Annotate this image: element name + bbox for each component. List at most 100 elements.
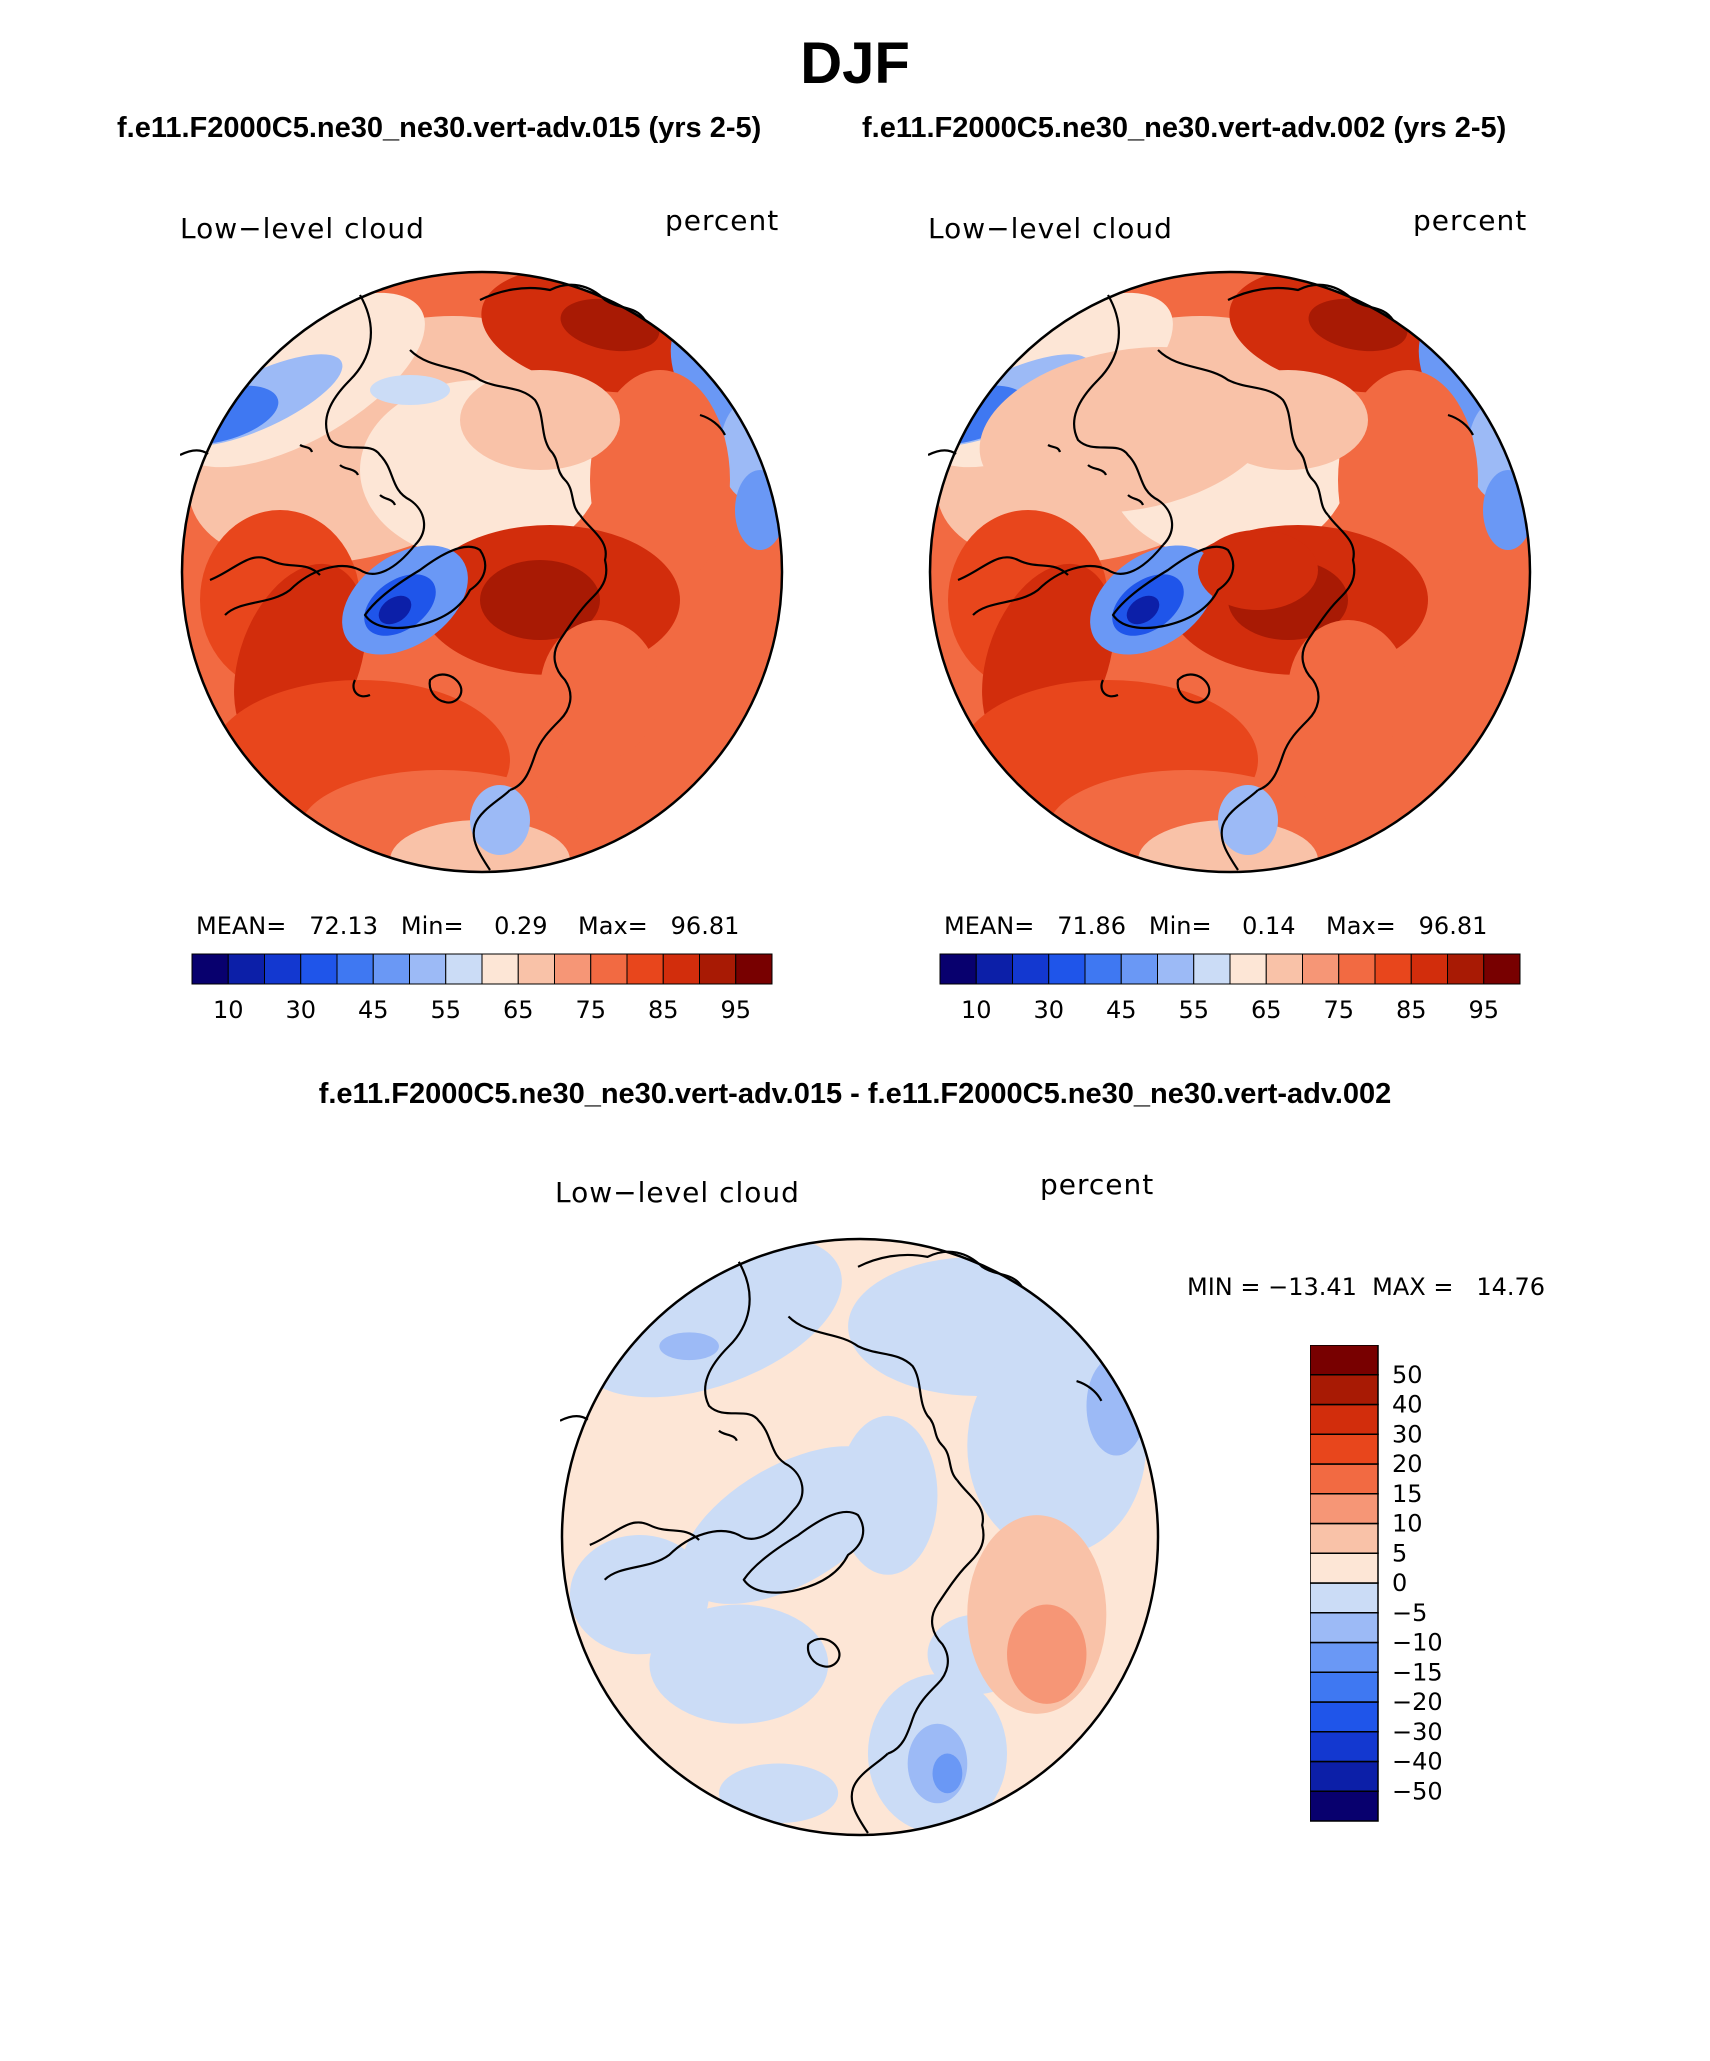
coastline [957,556,1069,582]
panel1-colorbar-swatch [300,953,338,985]
panel1-colorbar-swatch [590,953,628,985]
panel2-colorbar-swatch [1302,953,1340,985]
coastline [928,449,957,456]
field-region [378,595,412,625]
field-region [659,1332,719,1361]
coastline [699,413,726,436]
coastline [1073,294,1174,546]
panel2-variable-label: Low−level cloud [928,212,1173,245]
field-region [470,785,530,855]
panel1-colorbar-swatch [264,953,302,985]
difference-colorbar-swatch [1310,1790,1379,1822]
coastline [742,1510,865,1594]
difference-variable-label: Low−level cloud [555,1176,800,1209]
difference-colorbar-tick-label: 10 [1392,1510,1423,1538]
field-region [460,370,620,470]
coastline [718,1429,738,1442]
coastline [1447,413,1474,436]
field-region [370,375,450,405]
coastline [1176,673,1211,704]
panel2-colorbar-swatch [1265,953,1303,985]
difference-colorbar-swatch [1310,1552,1379,1584]
difference-colorbar-tick-label: 30 [1392,1420,1423,1448]
panel1-colorbar-swatch [445,953,483,985]
panel1-colorbar-tick-label: 30 [285,996,316,1024]
difference-colorbar-tick-label: 40 [1392,1391,1423,1419]
coastline [787,1315,959,1482]
field-region [1086,1356,1147,1456]
panel2-units-label: percent [1413,204,1528,237]
coastline [1100,679,1119,698]
panel2-colorbar-swatch [1084,953,1122,985]
coastline [472,789,511,871]
field-region [1288,620,1408,760]
difference-colorbar-swatch [1310,1671,1379,1703]
difference-colorbar-tick-label: −10 [1392,1629,1443,1657]
field-region [390,820,570,872]
panel1-colorbar-swatch [191,953,229,985]
panel1-colorbar-swatch [554,953,592,985]
panel1-units-label: percent [665,204,780,237]
difference-colorbar-tick-label: 0 [1392,1569,1407,1597]
difference-colorbar-swatch [1310,1433,1379,1465]
panel2-colorbar: 10 30 45 55 65 75 85 95 [939,953,1521,1024]
coastline [887,1479,985,1755]
difference-colorbar-swatch [1310,1522,1379,1554]
difference-title: f.e11.F2000C5.ne30_ne30.vert-adv.015 - f… [318,1078,1392,1110]
coastline [1257,514,1356,792]
difference-colorbar-swatch [1310,1641,1379,1673]
panel1-variable-label: Low−level cloud [180,212,425,245]
coastline [379,494,397,506]
field-region [1218,785,1278,855]
panel1-colorbar-tick-label: 45 [358,996,389,1024]
coastline [325,294,426,546]
coastline [409,349,581,516]
panel2-colorbar-swatch [1229,953,1267,985]
panel2-colorbar-tick-label: 10 [961,996,992,1024]
panel2-colorbar-swatch [1048,953,1086,985]
difference-minmax: MIN = −13.41 MAX = 14.76 [1187,1273,1546,1301]
coastline [972,544,1164,616]
difference-units-label: percent [1040,1168,1155,1201]
difference-colorbar-swatch [1310,1403,1379,1435]
panel1-case-title: f.e11.F2000C5.ne30_ne30.vert-adv.015 (yr… [117,112,762,144]
panel1-colorbar-tick-label: 95 [720,996,751,1024]
coastline [1087,464,1108,476]
panel1-polar-map [180,270,784,874]
panel2-colorbar-swatch [939,953,977,985]
panel1-stats: MEAN= 72.13 Min= 0.29 Max= 96.81 [196,912,740,940]
panel2-colorbar-tick-label: 65 [1251,996,1282,1024]
field-region [1007,1604,1087,1704]
coastline [209,556,321,582]
panel2-colorbar-tick-label: 95 [1468,996,1499,1024]
field-region [1126,595,1160,625]
coastline [1076,1379,1103,1402]
coastline [1127,494,1145,506]
panel1-colorbar-swatch [336,953,374,985]
difference-colorbar-tick-label: −20 [1392,1688,1443,1716]
panel1-colorbar-tick-label: 75 [575,996,606,1024]
coastline [603,1509,795,1581]
panel1-colorbar-tick-label: 85 [648,996,679,1024]
difference-colorbar-tick-label: 50 [1392,1361,1423,1389]
field-region [1198,530,1318,610]
coastline [224,544,416,616]
panel2-polar-map [928,270,1532,874]
difference-colorbar-tick-label: 15 [1392,1480,1423,1508]
field-region [540,620,660,760]
difference-colorbar-swatch [1310,1701,1379,1733]
map-boundary [928,270,1532,874]
difference-colorbar-tick-label: −30 [1392,1718,1443,1746]
panel1-colorbar-swatch [735,953,773,985]
panel2-colorbar-swatch [1120,953,1158,985]
coastline [363,545,487,630]
difference-colorbar-swatch [1310,1345,1379,1376]
coastline [339,464,360,476]
panel2-colorbar-swatch [1374,953,1412,985]
panel2-case-title: f.e11.F2000C5.ne30_ne30.vert-adv.002 (yr… [862,112,1507,144]
difference-polar-map [560,1237,1160,1837]
panel2-colorbar-swatch [1483,953,1521,985]
difference-colorbar-swatch [1310,1760,1379,1792]
panel2-colorbar-swatch [1012,953,1050,985]
coastline [299,444,314,453]
